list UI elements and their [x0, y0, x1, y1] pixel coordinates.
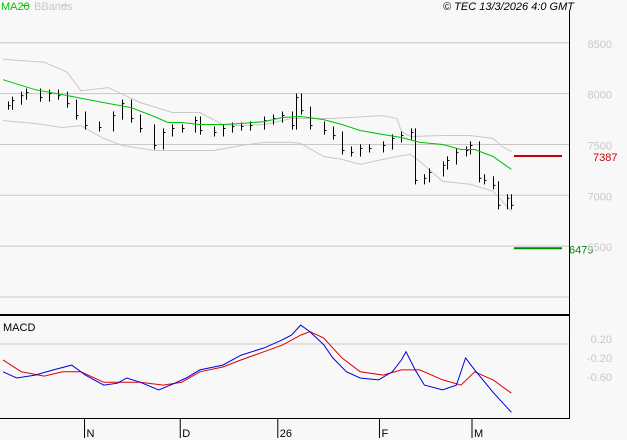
price-level-label: 6479: [569, 244, 593, 256]
bollinger-bands: [2, 58, 512, 212]
bband-lower: [2, 120, 512, 212]
x-tick-label: F: [381, 428, 388, 440]
macd-tick-label: -0.20: [587, 353, 612, 365]
price-tick-label: 8500: [588, 39, 612, 51]
x-tick-label: N: [87, 428, 95, 440]
price-tick-label: 7500: [588, 140, 612, 152]
bband-upper: [2, 58, 512, 152]
axis-labels: 8500 8000 7500 7000 6500 0.20 -0.20 -0.60 N D 26 F M: [84, 39, 612, 440]
price-level-label: 7387: [593, 152, 617, 164]
price-levels: 7387 6479: [514, 152, 617, 256]
gridlines: [0, 42, 569, 345]
macd-tick-label: -0.60: [587, 372, 612, 384]
price-tick-label: 8000: [588, 90, 612, 102]
price-tick-label: 7000: [588, 191, 612, 203]
macd-signal-line: [2, 331, 512, 394]
macd-title: MACD: [3, 322, 35, 334]
x-tick-label: M: [474, 428, 483, 440]
legend-ma20: MA20: [1, 1, 30, 13]
price-bars: [8, 88, 514, 210]
price-tick-label: 6500: [588, 242, 612, 254]
ma20-line: [2, 79, 512, 170]
copyright: © TEC 13/3/2026 4:0 GMT: [443, 1, 575, 13]
x-tick-label: 26: [280, 428, 292, 440]
ma20-polyline: [2, 79, 512, 170]
macd-tick-label: 0.20: [591, 334, 612, 346]
x-tick-label: D: [182, 428, 190, 440]
macd-line: [2, 324, 512, 413]
macd-lines: [2, 324, 512, 413]
legend-bbands: BBands: [34, 1, 73, 13]
